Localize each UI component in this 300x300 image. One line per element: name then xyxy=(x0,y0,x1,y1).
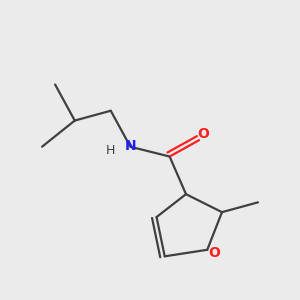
Text: O: O xyxy=(197,127,209,141)
Text: O: O xyxy=(208,246,220,260)
Text: H: H xyxy=(106,144,116,157)
Text: N: N xyxy=(124,139,136,153)
